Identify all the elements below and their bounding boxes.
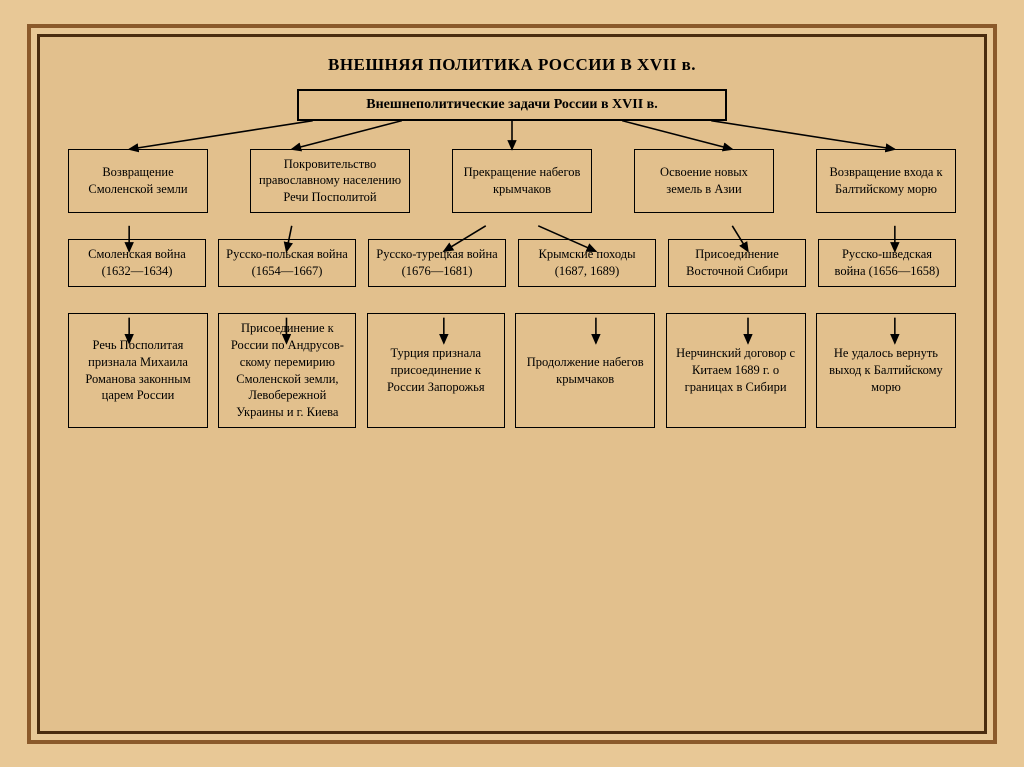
result-nerchinsk: Нерчинский договор с Китаем 1689 г. о гр…: [666, 313, 806, 428]
task-crimea: Прекращение набегов крымчаков: [452, 149, 592, 214]
result-zaporozhye: Турция признала присоедине­ние к России …: [367, 313, 505, 428]
task-orthodox: Покровительство православному населению …: [250, 149, 410, 214]
task-baltic: Возвращение входа к Балтийскому морю: [816, 149, 956, 214]
event-polish-war: Русско-поль­ская война (1654—1667): [218, 239, 356, 287]
event-siberia: Присоединение Восточной Сибири: [668, 239, 806, 287]
result-baltic: Не удалось вернуть выход к Балтийскому м…: [816, 313, 956, 428]
task-asia: Освоение новых земель в Азии: [634, 149, 774, 214]
task-smolensk: Возвращение Смоленской земли: [68, 149, 208, 214]
inner-frame: ВНЕШНЯЯ ПОЛИТИКА РОССИИ В XVII в. Внешне…: [37, 34, 987, 734]
result-smolensk: Речь Поспо­литая призна­ла Михаила Роман…: [68, 313, 208, 428]
events-row: Смоленская война (1632—1634) Русско-поль…: [68, 239, 956, 287]
event-smolensk-war: Смоленская война (1632—1634): [68, 239, 206, 287]
event-turkish-war: Русско-турец­кая война (1676—1681): [368, 239, 506, 287]
result-andrusovo: Присоедине­ние к России по Андрусов­ском…: [218, 313, 356, 428]
result-crimea: Продолжение набегов крымчаков: [515, 313, 655, 428]
event-swedish-war: Русско-швед­ская война (1656—1658): [818, 239, 956, 287]
root-node: Внешнеполитические задачи России в XVII …: [297, 89, 727, 121]
diagram-title: ВНЕШНЯЯ ПОЛИТИКА РОССИИ В XVII в.: [68, 55, 956, 75]
tasks-row: Возвращение Смоленской земли Покровитель…: [68, 149, 956, 214]
outer-frame: ВНЕШНЯЯ ПОЛИТИКА РОССИИ В XVII в. Внешне…: [27, 24, 997, 744]
event-crimea-campaign: Крымские походы (1687, 1689): [518, 239, 656, 287]
results-row: Речь Поспо­литая призна­ла Михаила Роман…: [68, 313, 956, 428]
